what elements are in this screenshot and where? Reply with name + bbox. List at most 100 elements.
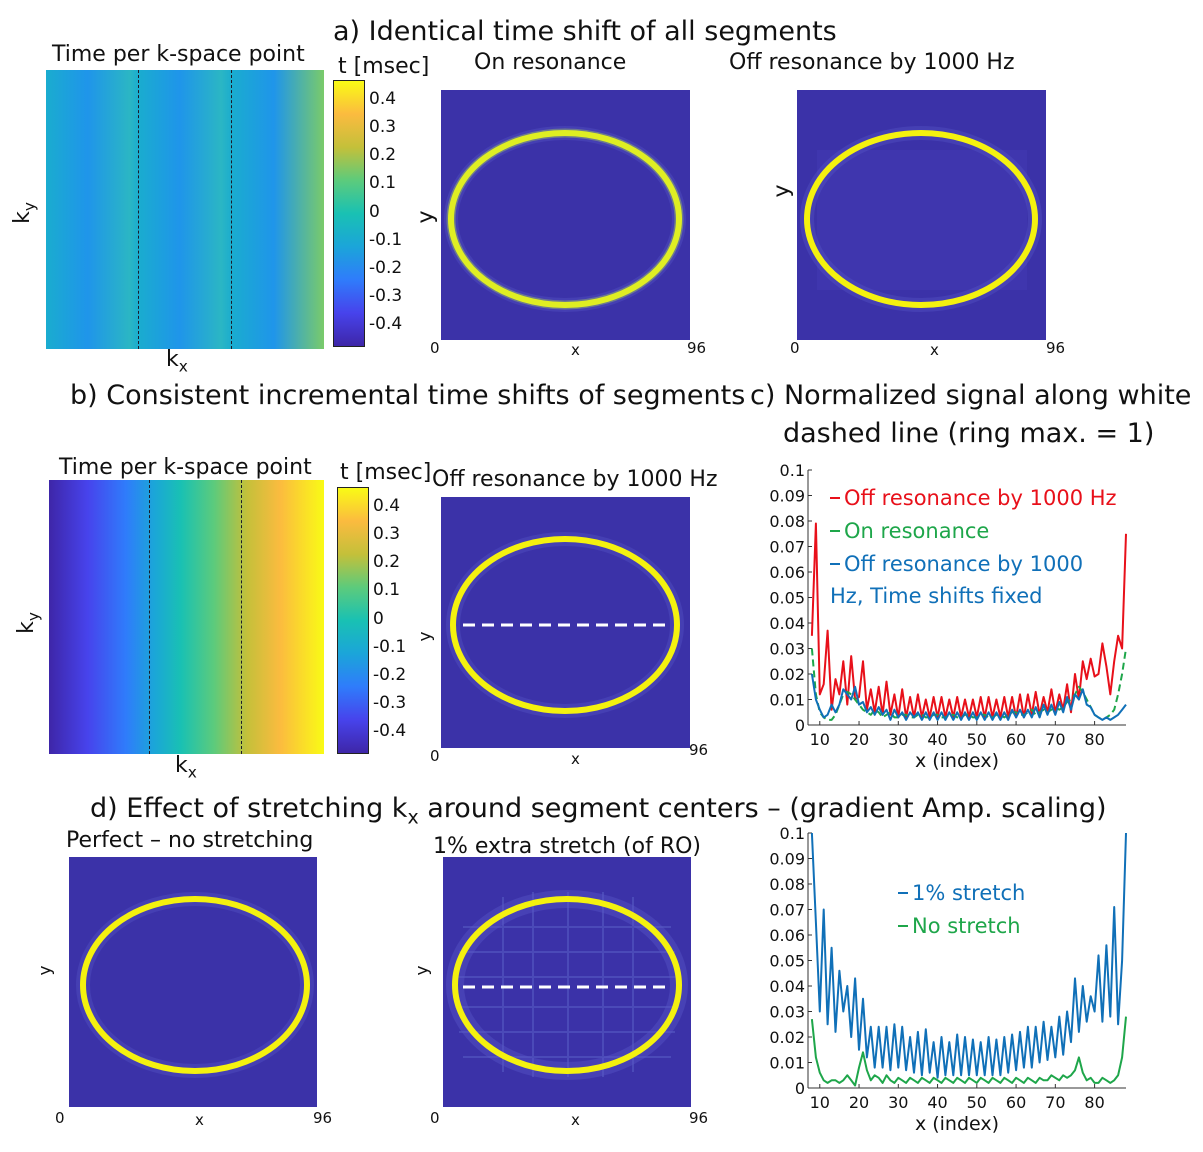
- x-tick-label: 60: [1006, 730, 1026, 749]
- title-c-line1: c) Normalized signal along white: [750, 380, 1192, 411]
- b-off-image: [441, 497, 690, 748]
- a-on-title: On resonance: [474, 50, 627, 75]
- colorbar-tick-label: -0.2: [369, 257, 403, 278]
- a-kx-label: kx: [166, 349, 188, 375]
- legend-label: No stretch: [912, 914, 1021, 938]
- y-tick-label: 0: [795, 1079, 805, 1098]
- colorbar-tick-label: 0.1: [369, 173, 397, 194]
- colorbar-tick-label: 0.4: [369, 88, 397, 109]
- x-tick-label: 10: [810, 1093, 830, 1112]
- a-on-x-max: 96: [687, 339, 707, 357]
- title-d-suffix: around segment centers – (gradient Amp. …: [418, 793, 1107, 824]
- x-tick-label: 20: [849, 730, 869, 749]
- kx-main: k: [175, 753, 188, 778]
- colorbar-tick-label: -0.4: [369, 314, 403, 335]
- title-d-prefix: d) Effect of stretching k: [90, 793, 408, 824]
- colorbar-tick-label: 0.1: [373, 580, 401, 601]
- colorbar-tick-label: 0.4: [373, 495, 401, 516]
- x-tick-label: 30: [888, 730, 908, 749]
- legend-label: On resonance: [844, 519, 989, 543]
- d-perfect-ring: [76, 892, 314, 1078]
- x-tick-label: 70: [1045, 730, 1065, 749]
- d-perfect-y-label: y: [35, 965, 56, 976]
- y-tick-label: 0.1: [780, 461, 805, 480]
- a-colorbar-label: t [msec]: [338, 54, 430, 79]
- d-perfect-image: [69, 857, 317, 1107]
- b-kx-label: kx: [175, 755, 197, 781]
- colorbar-tick-label: -0.3: [369, 286, 403, 307]
- colorbar-tick-label: 0: [373, 608, 384, 629]
- legend-label: Off resonance by 1000: [844, 552, 1083, 576]
- y-tick-label: 0.03: [769, 1003, 805, 1022]
- title-c-line2: dashed line (ring max. = 1): [783, 418, 1155, 449]
- kx-sub: x: [187, 763, 197, 782]
- y-tick-label: 0.05: [769, 952, 805, 971]
- legend-label: Off resonance by 1000 Hz: [844, 486, 1117, 510]
- y-tick-label: 0.06: [769, 563, 805, 582]
- d-perfect-x-max: 96: [313, 1109, 333, 1127]
- x-axis-label: x (index): [915, 750, 999, 772]
- series-line-0: [810, 522, 1127, 719]
- x-tick-label: 10: [810, 730, 830, 749]
- y-tick-label: 0.01: [769, 691, 805, 710]
- colorbar-tick-label: -0.1: [369, 229, 403, 250]
- b-time-title: Time per k-space point: [59, 455, 312, 480]
- x-tick-label: 30: [888, 1093, 908, 1112]
- d-stretch-x-min: 0: [430, 1109, 440, 1127]
- d-stretch-title: 1% extra stretch (of RO): [433, 834, 702, 859]
- b-colorbar-label: t [msec]: [340, 460, 432, 485]
- a-on-x-min: 0: [430, 339, 440, 357]
- y-tick-label: 0.07: [769, 901, 805, 920]
- a-time-map: [46, 70, 324, 349]
- y-tick-label: 0.07: [769, 538, 805, 557]
- x-tick-label: 50: [967, 730, 987, 749]
- a-on-image: [441, 90, 690, 340]
- b-off-title: Off resonance by 1000 Hz: [432, 467, 718, 492]
- series-line-1: [810, 648, 1127, 721]
- a-off-ring: [800, 126, 1042, 312]
- segment-boundary: [231, 70, 232, 349]
- a-on-ring: [444, 126, 686, 312]
- colorbar-tick-label: -0.3: [373, 693, 407, 714]
- colorbar-tick-label: 0.3: [369, 116, 397, 137]
- a-time-title: Time per k-space point: [52, 42, 305, 67]
- kx-main: k: [166, 347, 179, 372]
- colorbar-tick-label: 0: [369, 201, 380, 222]
- x-tick-label: 40: [927, 730, 947, 749]
- colorbar-tick-label: -0.1: [373, 636, 407, 657]
- colorbar-tick-label: -0.2: [373, 664, 407, 685]
- b-off-x-label: x: [571, 750, 580, 768]
- y-tick-label: 0.02: [769, 1028, 805, 1047]
- y-tick-label: 0.08: [769, 875, 805, 894]
- d-perfect-x-label: x: [195, 1111, 204, 1129]
- colorbar-tick-label: -0.4: [373, 721, 407, 742]
- b-off-x-min: 0: [430, 747, 440, 765]
- series-line-2: [810, 673, 1127, 721]
- y-tick-label: 0.03: [769, 640, 805, 659]
- x-tick-label: 70: [1045, 1093, 1065, 1112]
- y-tick-label: 0.09: [769, 487, 805, 506]
- y-tick-label: 0.1: [780, 824, 805, 843]
- y-tick-label: 0.09: [769, 850, 805, 869]
- legend-label: Hz, Time shifts fixed: [830, 584, 1042, 608]
- a-off-x-max: 96: [1046, 339, 1066, 357]
- d-stretch-x-label: x: [571, 1111, 580, 1129]
- d-perfect-x-min: 0: [55, 1109, 65, 1127]
- colorbar-tick-label: 0.2: [373, 552, 401, 573]
- x-tick-label: 60: [1006, 1093, 1026, 1112]
- x-tick-label: 80: [1084, 1093, 1104, 1112]
- y-tick-label: 0: [795, 716, 805, 735]
- y-tick-label: 0.04: [769, 614, 805, 633]
- d-stretch-ring: [446, 890, 688, 1080]
- a-off-title: Off resonance by 1000 Hz: [729, 50, 1015, 75]
- y-tick-label: 0.06: [769, 926, 805, 945]
- a-on-x-label: x: [571, 341, 580, 359]
- b-colorbar: [337, 487, 369, 754]
- a-off-x-min: 0: [790, 339, 800, 357]
- y-tick-label: 0.08: [769, 512, 805, 531]
- colorbar-tick-label: 0.2: [369, 145, 397, 166]
- y-tick-label: 0.05: [769, 589, 805, 608]
- y-tick-label: 0.01: [769, 1054, 805, 1073]
- x-tick-label: 80: [1084, 730, 1104, 749]
